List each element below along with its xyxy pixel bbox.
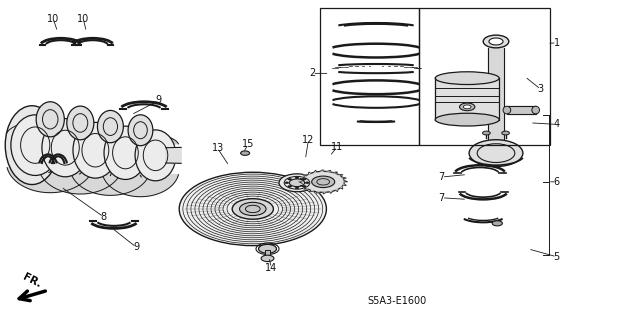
Polygon shape — [7, 167, 93, 193]
Text: 3: 3 — [538, 84, 544, 94]
Circle shape — [289, 179, 305, 187]
Text: 8: 8 — [100, 212, 107, 222]
Polygon shape — [71, 129, 150, 140]
Polygon shape — [39, 124, 122, 136]
Circle shape — [489, 38, 503, 45]
Polygon shape — [303, 175, 306, 177]
Bar — [419, 8, 550, 145]
Ellipse shape — [135, 130, 176, 181]
Ellipse shape — [36, 102, 64, 137]
Ellipse shape — [128, 115, 153, 146]
Polygon shape — [435, 78, 499, 120]
Circle shape — [241, 151, 250, 155]
Polygon shape — [7, 120, 93, 133]
Circle shape — [285, 182, 289, 184]
Circle shape — [302, 171, 344, 192]
Polygon shape — [71, 172, 150, 195]
Ellipse shape — [11, 115, 60, 175]
Text: 4: 4 — [554, 119, 560, 130]
Circle shape — [460, 103, 475, 111]
Circle shape — [305, 182, 309, 184]
Polygon shape — [326, 170, 331, 172]
Polygon shape — [488, 48, 504, 142]
Text: 10: 10 — [47, 13, 60, 24]
Polygon shape — [299, 182, 302, 183]
Text: 15: 15 — [242, 139, 255, 149]
Ellipse shape — [104, 126, 147, 180]
Polygon shape — [335, 189, 338, 192]
Polygon shape — [340, 187, 343, 189]
Bar — [265, 250, 270, 258]
Circle shape — [279, 174, 315, 192]
Text: S5A3-E1600: S5A3-E1600 — [367, 296, 426, 307]
Circle shape — [483, 131, 490, 135]
Polygon shape — [166, 147, 181, 163]
Text: 5: 5 — [554, 252, 560, 262]
Circle shape — [179, 172, 326, 246]
Polygon shape — [323, 192, 326, 194]
Circle shape — [483, 35, 509, 48]
Text: 14: 14 — [265, 263, 278, 273]
Polygon shape — [303, 188, 308, 189]
Circle shape — [469, 140, 523, 167]
Circle shape — [288, 178, 292, 180]
Ellipse shape — [73, 122, 118, 178]
Polygon shape — [316, 192, 320, 193]
Circle shape — [302, 178, 306, 180]
Circle shape — [302, 185, 306, 187]
Text: 13: 13 — [211, 143, 224, 153]
Circle shape — [502, 131, 509, 135]
Polygon shape — [343, 183, 346, 186]
Text: 9: 9 — [133, 242, 140, 252]
Polygon shape — [300, 185, 305, 187]
Text: 7: 7 — [438, 193, 445, 203]
Ellipse shape — [42, 119, 88, 177]
Ellipse shape — [532, 106, 540, 114]
Polygon shape — [330, 191, 333, 193]
Ellipse shape — [5, 106, 59, 184]
Polygon shape — [39, 170, 122, 194]
Ellipse shape — [435, 72, 499, 85]
Circle shape — [295, 177, 299, 179]
Polygon shape — [314, 170, 317, 173]
Ellipse shape — [97, 110, 124, 143]
Polygon shape — [333, 172, 337, 173]
Circle shape — [312, 176, 335, 188]
Polygon shape — [308, 172, 311, 174]
Text: 2: 2 — [309, 68, 316, 78]
Polygon shape — [102, 175, 179, 197]
Ellipse shape — [503, 106, 511, 114]
Text: 6: 6 — [554, 177, 560, 187]
Ellipse shape — [67, 106, 94, 140]
Polygon shape — [344, 180, 348, 182]
Polygon shape — [507, 106, 536, 114]
Polygon shape — [102, 133, 179, 144]
Circle shape — [239, 202, 266, 216]
Polygon shape — [309, 190, 314, 192]
Text: 12: 12 — [302, 135, 315, 145]
Text: 7: 7 — [438, 172, 445, 182]
Circle shape — [492, 221, 502, 226]
Circle shape — [259, 244, 276, 253]
Circle shape — [261, 255, 274, 262]
Text: FR.: FR. — [21, 271, 43, 289]
Bar — [320, 8, 419, 145]
Text: 11: 11 — [331, 142, 344, 152]
Polygon shape — [338, 174, 343, 176]
Text: 10: 10 — [77, 13, 90, 24]
Circle shape — [288, 185, 292, 187]
Bar — [507, 106, 536, 114]
Text: 1: 1 — [554, 38, 560, 48]
Polygon shape — [342, 177, 346, 179]
Polygon shape — [320, 170, 323, 171]
Polygon shape — [265, 250, 270, 258]
Circle shape — [295, 187, 299, 189]
Polygon shape — [300, 178, 303, 180]
Text: 9: 9 — [156, 95, 162, 106]
Circle shape — [463, 105, 471, 109]
Ellipse shape — [435, 113, 499, 126]
Circle shape — [232, 199, 273, 219]
